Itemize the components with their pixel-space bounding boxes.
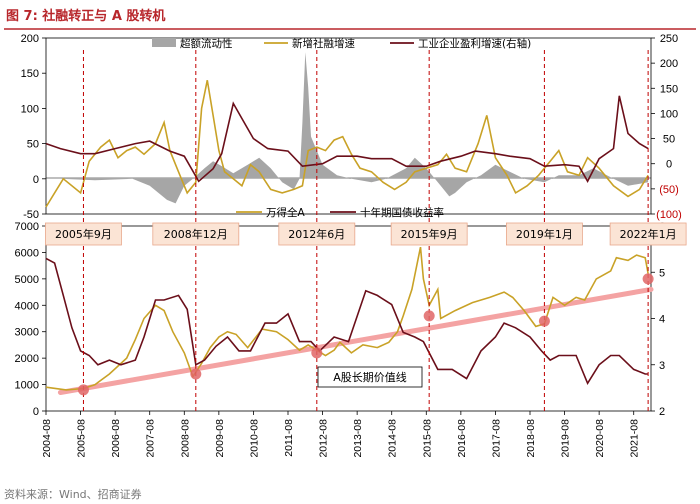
trend-label: A股长期价值线 <box>333 370 407 384</box>
excess-liquidity-area <box>60 52 649 204</box>
top-left-tick-label: -50 <box>23 209 39 221</box>
event-callout-box <box>45 222 122 246</box>
bottom-left-tick-label: 0 <box>33 406 39 418</box>
event-marker <box>311 347 323 359</box>
top-left-tick-label: 50 <box>27 139 39 151</box>
event-marker <box>77 384 89 396</box>
event-callout-label: 2012年6月 <box>288 227 345 241</box>
legend-label-wind-a: 万得全A <box>266 206 305 219</box>
bottom-left-tick-label: 2000 <box>15 353 39 365</box>
x-tick-label: 2016-08 <box>456 419 468 458</box>
wind-all-a-line <box>45 246 649 391</box>
event-callout-label: 2022年1月 <box>620 227 677 241</box>
x-tick-label: 2008-08 <box>179 419 191 458</box>
event-callout-label: 2015年9月 <box>401 227 458 241</box>
top-left-tick-label: 100 <box>21 103 39 115</box>
event-callout-label: 2008年12月 <box>164 227 228 241</box>
x-tick-label: 2006-08 <box>110 419 122 458</box>
x-tick-label: 2005-08 <box>76 419 88 458</box>
top-legend: 超额流动性 新增社融增速 工业企业盈利增速(右轴) <box>152 37 531 50</box>
figure-title: 图 7: 社融转正与 A 股转机 <box>6 8 165 24</box>
x-tick-label: 2012-08 <box>318 419 330 458</box>
top-right-tick-label: 200 <box>660 58 678 70</box>
bottom-left-tick-label: 6000 <box>15 247 39 259</box>
tsf-growth-line <box>45 80 649 208</box>
x-tick-label: 2013-08 <box>352 419 364 458</box>
top-right-tick-label: (100) <box>656 209 682 221</box>
top-left-tick-label: 150 <box>21 68 39 80</box>
bond-yield-line <box>45 257 649 386</box>
x-tick-label: 2018-08 <box>525 419 537 458</box>
x-tick-label: 2021-08 <box>629 419 641 458</box>
bottom-left-tick-label: 1000 <box>15 380 39 392</box>
bottom-left-tick-label: 7000 <box>15 221 39 233</box>
event-callout-box <box>506 222 583 246</box>
top-right-tick-label: 100 <box>660 108 678 120</box>
bottom-right-tick-label: 2 <box>659 406 665 418</box>
event-callout-box <box>152 222 240 246</box>
x-tick-label: 2017-08 <box>490 419 502 458</box>
bottom-left-tick-label: 3000 <box>15 327 39 339</box>
top-right-tick-label: (50) <box>659 184 679 196</box>
top-right-tick-label: 50 <box>663 134 675 146</box>
event-callout-box <box>390 222 468 246</box>
bottom-left-tick-label: 4000 <box>15 300 39 312</box>
long-term-value-trendline <box>57 286 654 395</box>
event-marker <box>190 368 202 380</box>
event-callout-label: 2019年1月 <box>516 227 573 241</box>
top-right-tick-label: 250 <box>660 33 678 45</box>
trend-label-box <box>317 366 423 388</box>
x-tick-label: 2009-08 <box>214 419 226 458</box>
event-callout-box <box>278 222 356 246</box>
legend-swatch-liquidity <box>152 38 176 47</box>
top-plot-frame <box>45 37 652 215</box>
source-note: 资料来源：Wind、招商证券 <box>4 487 142 501</box>
legend-label-profit: 工业企业盈利增速(右轴) <box>418 37 531 50</box>
event-marker <box>642 273 654 285</box>
x-tick-label: 2019-08 <box>560 419 572 458</box>
top-panel: 200 150 100 50 0 -50 250 200 150 100 50 0 (50) (100)… <box>21 33 682 221</box>
event-callout-label: 2005年9月 <box>55 227 112 241</box>
bottom-right-tick-label: 3 <box>659 360 665 372</box>
x-tick-label: 2015-08 <box>421 419 433 458</box>
top-right-tick-label: 150 <box>660 83 678 95</box>
top-left-tick-label: 0 <box>33 174 39 186</box>
x-tick-label: 2007-08 <box>145 419 157 458</box>
bottom-legend: 万得全A 十年期国债收益率 <box>236 206 444 219</box>
x-tick-label: 2010-08 <box>248 419 260 458</box>
legend-label-bond-yield: 十年期国债收益率 <box>360 206 444 219</box>
x-tick-label: 2014-08 <box>387 419 399 458</box>
event-callout-box <box>609 222 687 246</box>
legend-label-tsf: 新增社融增速 <box>292 37 355 50</box>
legend-label-liquidity: 超额流动性 <box>180 37 233 50</box>
top-right-tick-label: 0 <box>666 159 672 171</box>
bottom-left-tick-label: 5000 <box>15 274 39 286</box>
industrial-profit-line <box>45 95 649 183</box>
top-left-tick-label: 200 <box>21 33 39 45</box>
x-tick-label: 2004-08 <box>41 419 53 458</box>
event-marker <box>423 310 435 322</box>
excess-liquidity-series <box>60 52 649 204</box>
x-tick-label: 2011-08 <box>283 419 295 457</box>
x-tick-label: 2020-08 <box>594 419 606 458</box>
bottom-right-tick-label: 4 <box>659 314 665 326</box>
bottom-right-tick-label: 5 <box>659 267 665 279</box>
event-marker <box>538 315 550 327</box>
